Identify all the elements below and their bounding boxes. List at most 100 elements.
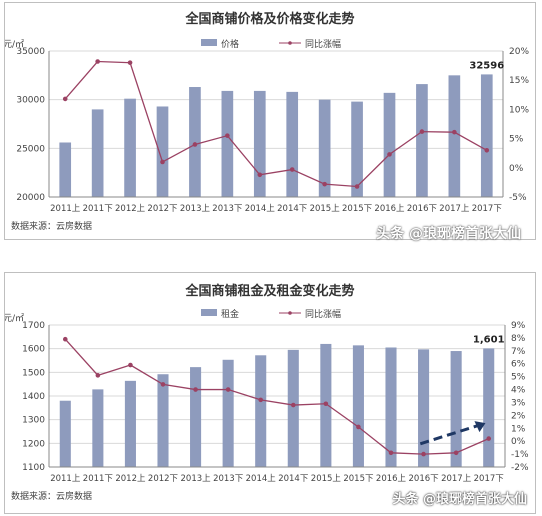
- y-axis-unit: 元/㎡: [5, 39, 24, 50]
- data-label: 32596: [469, 60, 504, 71]
- bar: [418, 349, 430, 467]
- line-point: [453, 450, 459, 456]
- bar: [59, 142, 72, 197]
- y-tick-label: 1600: [22, 345, 45, 355]
- rent-chart-panel: 全国商铺租金及租金变化走势 租金 同比涨幅 元/㎡ 1100 1200 1300 1400 15…: [4, 272, 536, 514]
- line-point: [486, 436, 492, 441]
- line-point: [323, 401, 329, 407]
- x-tick-label: 2011上: [50, 474, 81, 484]
- bar: [318, 99, 331, 197]
- y2-tick-label: 0%: [509, 164, 524, 174]
- x-tick-label: 2012上: [115, 474, 146, 484]
- legend-swatch-bar: [201, 309, 217, 316]
- line-point: [192, 142, 198, 147]
- line-series: [64, 338, 489, 455]
- y2-tick-label: 9%: [511, 321, 526, 331]
- y2-tick-label: 0%: [511, 437, 526, 447]
- chart-title: 全国商铺租金及租金变化走势: [184, 283, 354, 299]
- line-point: [127, 60, 133, 65]
- y2-tick-label: 2%: [511, 411, 526, 421]
- line-point: [452, 129, 457, 135]
- x-tick-label: 2011上: [50, 204, 81, 214]
- trend-arrow-head: [474, 421, 486, 433]
- y2-tick-label: 7%: [511, 347, 526, 357]
- line-point: [421, 451, 426, 457]
- y-tick-label: 20000: [16, 193, 45, 203]
- y-tick-label: 1100: [22, 463, 45, 473]
- line-point: [354, 184, 360, 189]
- y-tick-label: 1300: [22, 416, 45, 426]
- y-tick-label: 30000: [16, 96, 45, 106]
- line-point: [225, 133, 230, 138]
- y-tick-label: 1700: [22, 321, 45, 331]
- bar: [156, 106, 169, 197]
- x-tick-label: 2015下: [342, 204, 373, 214]
- bar: [352, 345, 364, 467]
- bar: [286, 91, 299, 197]
- x-tick-label: 2017下: [474, 474, 505, 484]
- x-tick-label: 2013下: [212, 204, 243, 214]
- bar: [157, 374, 169, 467]
- line-point: [322, 181, 327, 187]
- x-tick-label: 2016下: [409, 474, 440, 484]
- x-tick-label: 2014上: [245, 204, 276, 214]
- x-tick-label: 2015上: [311, 474, 342, 484]
- y2-tick-label: 3%: [511, 398, 526, 408]
- line-point: [484, 147, 490, 153]
- x-tick-label: 2012下: [147, 204, 178, 214]
- data-label: 1,601: [473, 334, 505, 345]
- legend-marker-line: [288, 41, 292, 45]
- line-point: [257, 172, 263, 178]
- x-tick-label: 2017上: [439, 204, 470, 214]
- line-point: [388, 450, 394, 456]
- bar: [416, 84, 428, 197]
- bar: [480, 74, 493, 197]
- bar: [351, 101, 363, 197]
- x-tick-label: 2016下: [407, 204, 438, 214]
- y2-tick-label: 8%: [511, 334, 526, 344]
- y2-tick-label: 5%: [509, 135, 524, 145]
- x-tick-label: 2011下: [83, 204, 114, 214]
- line-point: [95, 373, 101, 378]
- bar: [287, 349, 299, 467]
- y2-tick-label: -1%: [511, 450, 529, 460]
- line-point: [258, 397, 264, 403]
- x-tick-label: 2017下: [472, 204, 503, 214]
- x-tick-label: 2016上: [374, 204, 405, 214]
- bar: [189, 87, 201, 197]
- trend-arrow-shaft: [419, 423, 480, 446]
- x-tick-label: 2012上: [115, 204, 146, 214]
- line-point: [387, 152, 392, 157]
- x-tick-label: 2015下: [343, 474, 374, 484]
- chart-title: 全国商铺价格及价格变化走势: [184, 11, 354, 27]
- watermark: 头条 @琅琊榜首张大仙: [376, 226, 521, 242]
- watermark: 头条 @琅琊榜首张大仙: [392, 492, 527, 507]
- bar: [448, 75, 461, 197]
- y2-tick-label: 10%: [509, 105, 529, 115]
- line-point: [95, 59, 100, 64]
- bar: [383, 92, 396, 197]
- line-point: [225, 387, 231, 392]
- bar: [190, 367, 202, 467]
- x-tick-label: 2015上: [310, 204, 341, 214]
- legend-label-bar: 价格: [221, 38, 239, 50]
- y2-tick-label: 5%: [511, 373, 526, 383]
- x-tick-label: 2016上: [376, 474, 407, 484]
- bar: [450, 351, 462, 467]
- y2-tick-label: 4%: [511, 386, 526, 396]
- line-point: [419, 129, 425, 134]
- x-tick-label: 2013下: [213, 474, 244, 484]
- bar: [124, 98, 136, 197]
- y2-tick-label: -2%: [511, 463, 529, 473]
- bar: [221, 90, 234, 197]
- line-point: [290, 402, 296, 408]
- x-tick-label: 2012下: [148, 474, 179, 484]
- y2-tick-label: 6%: [511, 360, 526, 370]
- x-tick-label: 2011下: [83, 474, 114, 484]
- y2-tick-label: -5%: [509, 193, 527, 203]
- bar: [222, 359, 234, 467]
- legend-marker-line: [288, 311, 292, 315]
- y-tick-label: 1200: [22, 439, 45, 449]
- y2-tick-label: 20%: [509, 47, 529, 57]
